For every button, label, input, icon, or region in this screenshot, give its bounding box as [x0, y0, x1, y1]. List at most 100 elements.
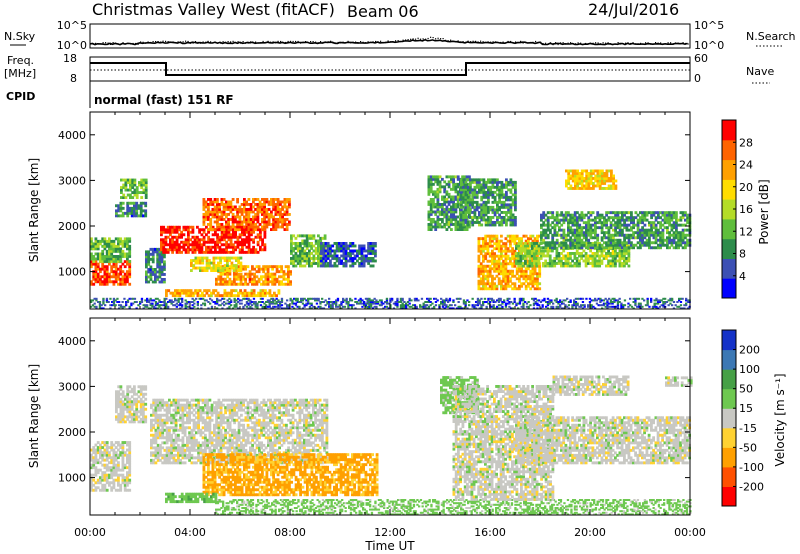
power-cell [360, 247, 364, 250]
power-cell [349, 264, 352, 268]
power-cell [482, 237, 485, 241]
power-cell [493, 267, 496, 271]
power-cell [623, 262, 626, 265]
power-cell [650, 216, 653, 220]
power-cell [493, 178, 497, 182]
power-cell [469, 216, 472, 219]
power-cell [576, 236, 579, 240]
power-cell [491, 244, 494, 248]
power-cell [487, 193, 490, 197]
power-cell [160, 248, 163, 252]
power-cell [201, 261, 205, 265]
power-cell [493, 259, 496, 263]
power-cell [587, 174, 591, 178]
power-cell [496, 221, 499, 224]
power-cell [301, 299, 305, 302]
power-cell [634, 216, 638, 220]
power-cell [122, 196, 126, 199]
power-cell [502, 259, 505, 263]
power-cell [681, 236, 685, 240]
power-cell [213, 215, 217, 219]
power-cell [194, 291, 197, 295]
power-cell [587, 223, 591, 227]
power-cell [224, 270, 227, 274]
power-cell [445, 182, 449, 186]
power-cell [335, 264, 339, 268]
power-cell [493, 277, 496, 281]
power-cell [356, 249, 359, 253]
power-cell [218, 225, 222, 229]
power-cell [482, 239, 485, 243]
power-cell [443, 213, 447, 216]
power-cell [630, 233, 633, 237]
power-cell [538, 267, 542, 271]
nsearch-dot [205, 41, 207, 43]
power-cell [232, 245, 235, 249]
power-cell [154, 275, 157, 279]
power-cell [473, 195, 477, 199]
power-cell [235, 304, 238, 307]
power-cell [219, 261, 222, 265]
power-cell [486, 282, 490, 286]
power-cell [445, 200, 449, 204]
power-cell [90, 257, 93, 261]
nsearch-dot [445, 39, 447, 41]
power-cell [94, 257, 98, 261]
power-cell [164, 243, 168, 247]
power-cell [221, 280, 225, 284]
power-cell [173, 245, 177, 249]
power-cell [544, 262, 548, 265]
power-cell [245, 240, 249, 244]
power-cell [249, 223, 253, 226]
power-cell [560, 241, 564, 245]
power-cell [266, 280, 270, 284]
power-cell [675, 226, 678, 230]
power-cell [566, 244, 570, 248]
power-cell [258, 301, 261, 303]
power-cell [598, 257, 601, 260]
power-cell [614, 179, 618, 183]
power-cell [681, 231, 685, 235]
power-cell [120, 186, 123, 189]
power-cell [207, 240, 210, 244]
power-cell [292, 254, 296, 258]
power-cell [542, 223, 546, 227]
power-cell [218, 223, 221, 226]
power-cell [211, 245, 215, 249]
power-cell [571, 174, 575, 178]
power-cell [546, 236, 550, 240]
power-cell [475, 190, 479, 194]
power-cell [506, 269, 510, 273]
power-cell [158, 280, 162, 284]
power-cell [502, 185, 506, 189]
power-cell [314, 242, 318, 245]
power-cell [112, 272, 116, 276]
power-cell [482, 257, 485, 261]
nsearch-dot [370, 41, 372, 43]
power-cell [463, 187, 467, 191]
power-cell [666, 238, 669, 242]
power-cell [663, 226, 667, 230]
power-cell [238, 205, 242, 209]
power-cell [133, 201, 136, 205]
power-cell [612, 223, 615, 227]
power-cell [247, 233, 251, 237]
power-cell [351, 264, 355, 268]
power-cell [502, 183, 506, 187]
power-cell [227, 200, 230, 204]
power-cell [536, 287, 539, 291]
power-cell [609, 241, 613, 245]
power-cell [103, 260, 107, 263]
power-cell [544, 223, 548, 227]
power-cell [317, 297, 320, 300]
power-cell [504, 252, 508, 256]
nsearch-dot [485, 41, 487, 43]
power-cell [257, 267, 261, 271]
power-cell [450, 180, 453, 184]
power-cell [536, 277, 539, 281]
power-cell [218, 248, 222, 252]
power-cell [454, 205, 458, 209]
power-cell [513, 282, 517, 286]
power-cell [184, 304, 187, 307]
power-cell [160, 273, 164, 276]
